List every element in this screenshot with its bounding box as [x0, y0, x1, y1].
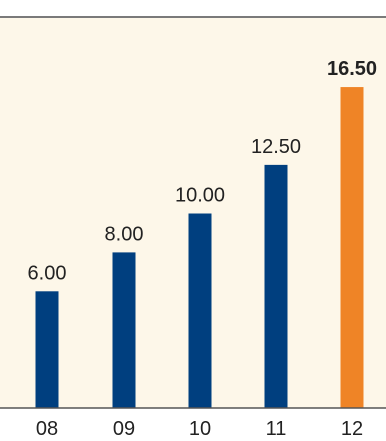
value-label-09: 8.00	[105, 223, 144, 245]
x-tick-label-09: 09	[113, 418, 135, 440]
value-label-10: 10.00	[175, 185, 225, 207]
value-label-12: 16.50	[327, 58, 377, 80]
bars-layer	[35, 87, 364, 408]
value-label-08: 6.00	[28, 262, 67, 284]
value-label-11: 12.50	[251, 136, 301, 158]
bar-11	[264, 164, 288, 408]
x-tick-labels-layer: 08 09 10 11 12	[36, 418, 363, 440]
x-tick-label-11: 11	[266, 418, 287, 440]
value-labels-layer: 6.00 8.00 10.00 12.50 16.50	[28, 58, 378, 284]
bar-08	[35, 291, 59, 408]
bar-12	[340, 87, 364, 408]
x-tick-label-08: 08	[36, 418, 58, 440]
x-tick-label-10: 10	[189, 418, 211, 440]
bar-10	[188, 213, 212, 408]
x-tick-label-12: 12	[341, 418, 363, 440]
bar-09	[112, 252, 136, 408]
